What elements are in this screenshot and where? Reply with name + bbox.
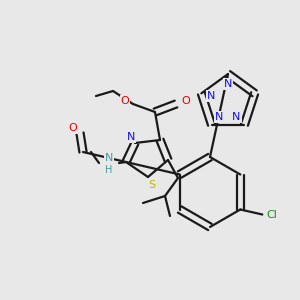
Text: N: N (207, 91, 216, 101)
Text: N: N (224, 79, 232, 89)
Text: O: O (182, 96, 190, 106)
Text: O: O (121, 96, 129, 106)
Text: H: H (105, 165, 113, 175)
Text: N: N (232, 112, 241, 122)
Text: Cl: Cl (267, 209, 278, 220)
Text: N: N (105, 153, 113, 163)
Text: N: N (127, 132, 135, 142)
Text: N: N (215, 112, 224, 122)
Text: S: S (148, 180, 156, 190)
Text: O: O (69, 123, 77, 133)
